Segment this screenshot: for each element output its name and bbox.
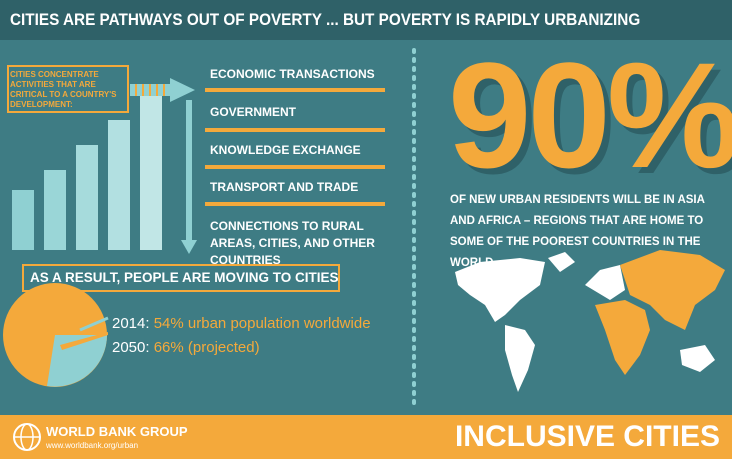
intro-box [7,65,129,113]
world-map [455,250,725,392]
item: GOVERNMENT [210,105,297,119]
stat-year: 2014: [112,315,150,332]
bar-illustration [108,120,130,250]
arrow-right [130,78,195,102]
arrow-stripes [135,84,165,96]
arrow-down-head [181,240,197,254]
item: CONNECTIONS TO RURAL AREAS, CITIES, AND … [210,219,375,267]
stat-text: 54% urban population worldwide [153,315,371,332]
intro: CITIES CONCENTRATE ACTIVITIES THAT ARE C… [10,70,117,109]
big-number: 90% [448,31,732,199]
right-text: OF NEW URBAN RESIDENTS WILL BE IN ASIA A… [450,194,705,269]
pie-pointer [79,316,109,332]
url: www.worldbank.org/urban [46,441,139,450]
tagline: INCLUSIVE CITIES [454,420,720,453]
bar-illustration [76,145,98,250]
result: AS A RESULT, PEOPLE ARE MOVING TO CITIES [22,264,340,292]
arrow-down [186,100,192,240]
stat: 2050: 66% (projected) [112,339,260,356]
stat-text: 66% (projected) [153,339,260,356]
bar-illustration [44,170,66,250]
stat-year: 2050: [112,339,150,356]
bar-illustration [12,190,34,250]
footer [0,415,732,459]
item: TRANSPORT AND TRADE [210,180,359,194]
logo: WORLD BANK GROUP [46,424,188,439]
bar-illustration [140,95,162,250]
item: KNOWLEDGE EXCHANGE [210,143,361,157]
item-underlines [205,88,385,206]
title: CITIES ARE PATHWAYS OUT OF POVERTY ... B… [0,0,732,40]
title-text: CITIES ARE PATHWAYS OUT OF POVERTY ... B… [10,10,641,29]
stat: 2014: 54% urban population worldwide [112,315,371,332]
logo-icon [13,423,41,451]
item: ECONOMIC TRANSACTIONS [210,67,375,81]
pie-pointer [60,332,108,350]
